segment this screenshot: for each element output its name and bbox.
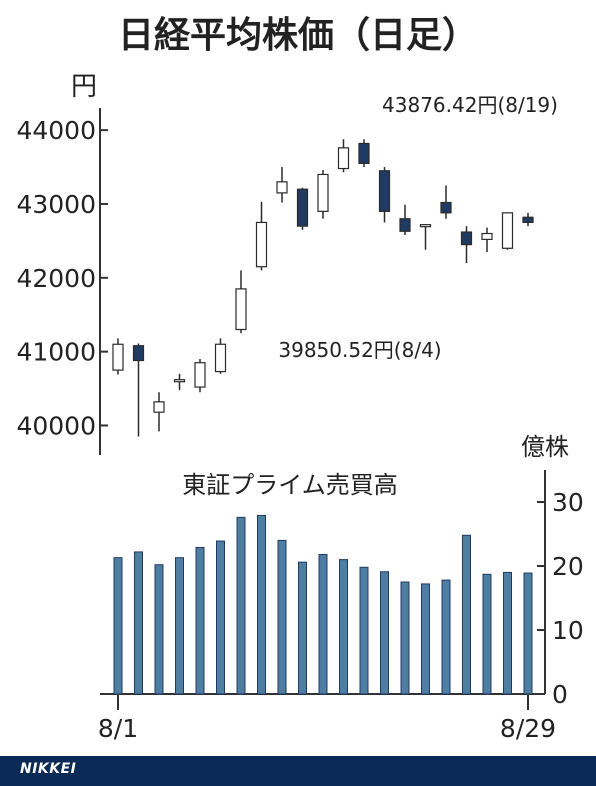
- candle: [522, 212, 534, 227]
- candle: [255, 201, 268, 271]
- volume-bar: [257, 514, 266, 695]
- volume-bar: [154, 564, 164, 695]
- candle-body: [112, 343, 124, 371]
- volume-bar: [216, 540, 225, 695]
- candle-body: [522, 216, 534, 224]
- candle-body: [194, 362, 206, 388]
- candle-body: [460, 231, 473, 246]
- candle-body: [276, 181, 288, 194]
- candle: [173, 373, 186, 391]
- volume-bar: [482, 573, 492, 695]
- volume-tick-label: 30: [552, 488, 584, 517]
- candle: [214, 338, 227, 374]
- volume-title: 東証プライム売買高: [182, 471, 398, 499]
- candle: [378, 167, 391, 223]
- price-unit-label: 円: [71, 72, 97, 102]
- candle-body: [296, 188, 309, 227]
- x-tick-label: 8/29: [500, 714, 556, 743]
- volume-bar: [421, 583, 430, 695]
- candle-body: [501, 212, 514, 249]
- candle-body: [317, 173, 329, 212]
- candle: [194, 359, 206, 393]
- volume-tick-label: 0: [552, 680, 568, 709]
- candle-body: [132, 345, 145, 362]
- volume-bar: [503, 571, 512, 695]
- price-tick-label: 41000: [16, 338, 96, 367]
- price-tick-label: 44000: [16, 116, 96, 145]
- candle: [317, 170, 329, 219]
- candle: [358, 139, 370, 168]
- volume-bar: [359, 566, 369, 695]
- volume-bar: [298, 561, 307, 695]
- volume-bar: [134, 551, 143, 695]
- low-annotation: 39850.52円(8/4): [278, 338, 441, 362]
- candle: [296, 187, 309, 230]
- volume-bar: [236, 516, 246, 695]
- high-annotation: 43876.42円(8/19): [382, 93, 558, 117]
- candle-body: [399, 218, 411, 232]
- candle-body: [419, 224, 432, 228]
- volume-tick-label: 20: [552, 552, 584, 581]
- volume-bar: [339, 559, 348, 695]
- volume-bar: [113, 557, 123, 695]
- candle: [132, 343, 145, 437]
- price-tick-label: 42000: [16, 264, 96, 293]
- candle: [337, 139, 350, 173]
- candle: [399, 204, 411, 235]
- chart-title: 日経平均株価（日足）: [118, 15, 478, 56]
- volume-bar: [277, 539, 287, 695]
- volume-bar: [175, 557, 184, 695]
- candle: [419, 224, 432, 250]
- x-tick-label: 8/1: [98, 714, 138, 743]
- candle-body: [378, 170, 391, 212]
- candle-body: [173, 379, 186, 383]
- candle: [481, 227, 493, 252]
- candle-body: [440, 201, 452, 214]
- candle: [276, 167, 288, 203]
- candle: [235, 270, 247, 334]
- candle: [501, 212, 514, 250]
- volume-bar: [195, 546, 205, 695]
- candle-body: [337, 147, 350, 170]
- candle-body: [255, 221, 268, 268]
- volume-unit-label: 億株: [521, 433, 569, 461]
- volume-bar: [441, 579, 451, 695]
- volume-tick-label: 10: [552, 616, 584, 645]
- volume-bar: [523, 572, 533, 695]
- nikkei-logo: NIKKEI: [20, 761, 77, 777]
- candle-body: [358, 142, 370, 164]
- candle-body: [153, 401, 165, 413]
- price-tick-label: 43000: [16, 190, 96, 219]
- candle-body: [481, 232, 493, 241]
- candle: [440, 185, 452, 219]
- candle: [153, 392, 165, 432]
- price-tick-label: 40000: [16, 411, 96, 440]
- footer-bar: NIKKEI: [0, 756, 596, 786]
- candle: [460, 226, 473, 264]
- volume-bar: [318, 553, 328, 695]
- candle-body: [235, 288, 247, 331]
- volume-bar: [400, 581, 410, 695]
- volume-bar: [380, 571, 389, 695]
- volume-bar: [462, 534, 471, 695]
- candle: [112, 338, 124, 375]
- candle-body: [214, 343, 227, 373]
